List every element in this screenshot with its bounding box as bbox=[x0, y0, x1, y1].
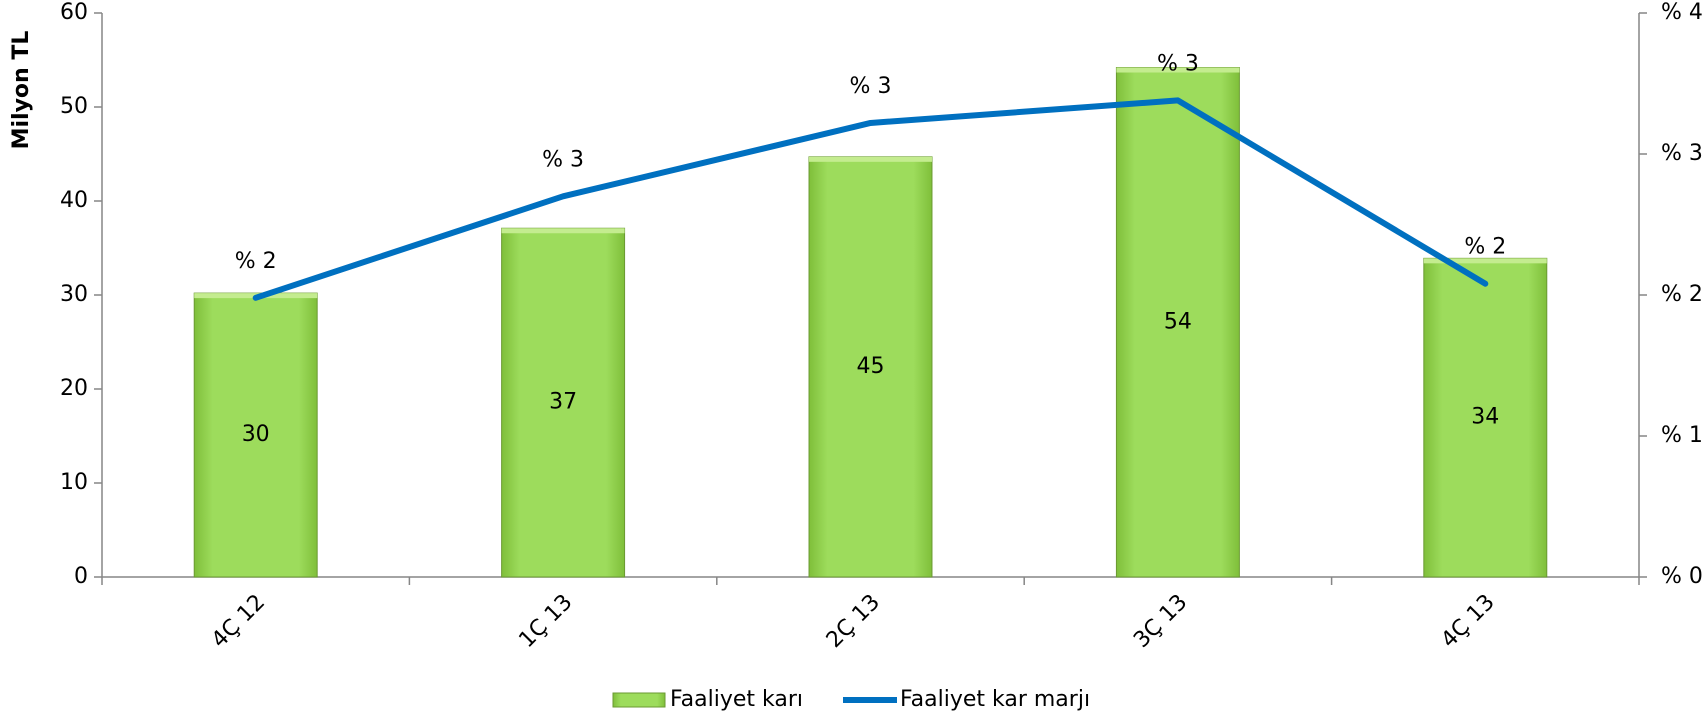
y-tick-label: 40 bbox=[60, 188, 88, 213]
y2-tick-label: % 3 bbox=[1661, 141, 1703, 166]
legend-label: Faaliyet karı bbox=[670, 687, 803, 712]
y-tick-label: 20 bbox=[60, 376, 88, 401]
bar-value-label: 45 bbox=[857, 354, 885, 379]
x-tick-label: 4Ç 12 bbox=[207, 590, 270, 653]
x-tick-label: 4Ç 13 bbox=[1437, 590, 1500, 653]
line-value-label: % 3 bbox=[542, 147, 584, 172]
bar-value-label: 37 bbox=[549, 390, 577, 415]
y-tick-label: 0 bbox=[74, 564, 88, 589]
line-value-label: % 2 bbox=[235, 249, 277, 274]
bar-top bbox=[809, 156, 932, 162]
x-tick-label: 1Ç 13 bbox=[514, 590, 577, 653]
y-tick-label: 60 bbox=[60, 0, 88, 25]
bar-top bbox=[501, 228, 625, 234]
y-axis-label: Milyon TL bbox=[9, 31, 34, 150]
bar-value-label: 30 bbox=[242, 422, 270, 447]
bar-value-label: 34 bbox=[1471, 405, 1499, 430]
legend-label: Faaliyet kar marjı bbox=[900, 687, 1090, 712]
bar bbox=[193, 292, 318, 578]
y2-tick-label: % 1 bbox=[1661, 423, 1703, 448]
bar-top bbox=[1423, 258, 1547, 264]
line-value-label: % 3 bbox=[850, 74, 892, 99]
line-value-label: % 3 bbox=[1157, 51, 1199, 76]
line bbox=[252, 97, 1489, 301]
y2-tick-label: % 2 bbox=[1661, 282, 1703, 307]
bar-value-label: 54 bbox=[1164, 309, 1192, 334]
y-tick-label: 30 bbox=[60, 282, 88, 307]
legend-swatch bbox=[612, 692, 666, 708]
y-tick-label: 50 bbox=[60, 94, 88, 119]
line-value-label: % 2 bbox=[1464, 235, 1506, 260]
bar bbox=[808, 156, 933, 578]
bar-top bbox=[1116, 67, 1240, 73]
bar bbox=[1115, 67, 1240, 578]
bar bbox=[501, 227, 626, 578]
y-tick-label: 10 bbox=[60, 470, 88, 495]
y2-tick-label: % 4 bbox=[1661, 0, 1703, 25]
y2-tick-label: % 0 bbox=[1661, 564, 1703, 589]
x-tick-label: 2Ç 13 bbox=[822, 590, 885, 653]
x-tick-label: 3Ç 13 bbox=[1129, 590, 1192, 653]
bar bbox=[1423, 257, 1548, 578]
